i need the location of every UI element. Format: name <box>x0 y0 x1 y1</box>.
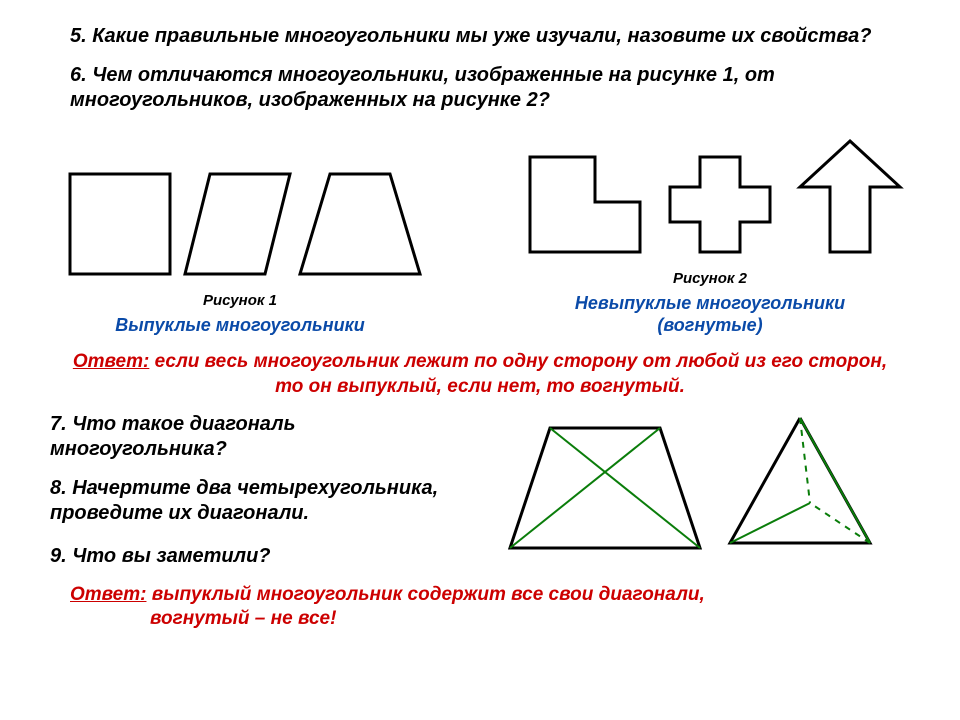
arrow-shape <box>800 141 900 252</box>
figure-2-label-line1: Невыпуклые многоугольники <box>575 293 845 313</box>
answer-2-body-line1: выпуклый многоугольник содержит все свои… <box>146 584 704 605</box>
figure-2-shapes <box>510 127 910 262</box>
square-shape <box>70 174 170 274</box>
answer-2-prefix: Ответ: <box>70 584 146 605</box>
answer-1-prefix: Ответ: <box>73 351 149 372</box>
answer-2: Ответ: выпуклый многоугольник содержит в… <box>70 583 890 632</box>
concave-quad-outer <box>730 418 870 543</box>
plus-shape <box>670 157 770 252</box>
figure-2-caption: Рисунок 2 <box>673 270 747 287</box>
figure-1-group: Рисунок 1 Выпуклые многоугольники <box>50 154 430 337</box>
question-5: 5. Какие правильные многоугольники мы уж… <box>70 24 910 49</box>
figure-2-group: Рисунок 2 Невыпуклые многоугольники (вог… <box>510 127 910 336</box>
question-7: 7. Что такое диагональ многоугольника? <box>50 412 470 462</box>
concave-quad-dashed2 <box>810 503 870 543</box>
figure-1-caption: Рисунок 1 <box>203 292 277 309</box>
parallelogram-shape <box>185 174 290 274</box>
question-8: 8. Начертите два четырехугольника, прове… <box>50 476 470 526</box>
convex-quad-outline <box>510 428 700 548</box>
figure-2-label: Невыпуклые многоугольники (вогнутые) <box>575 293 845 336</box>
answer-1-body: если весь многоугольник лежит по одну ст… <box>149 351 887 397</box>
convex-quad-diag2 <box>510 428 660 548</box>
diagonals-figure <box>490 408 890 568</box>
figure-2-label-line2: (вогнутые) <box>657 315 762 335</box>
convex-quad-diag1 <box>550 428 700 548</box>
answer-1: Ответ: если весь многоугольник лежит по … <box>70 350 890 399</box>
answer-2-body-line2: вогнутый – не все! <box>150 607 336 632</box>
figure-1-label: Выпуклые многоугольники <box>115 315 364 337</box>
question-9: 9. Что вы заметили? <box>50 544 470 569</box>
l-shape-shape <box>530 157 640 252</box>
concave-quad-diag1 <box>800 418 870 543</box>
question-6: 6. Чем отличаются многоугольники, изобра… <box>70 63 910 113</box>
trapezoid-shape <box>300 174 420 274</box>
figure-1-shapes <box>50 154 430 284</box>
